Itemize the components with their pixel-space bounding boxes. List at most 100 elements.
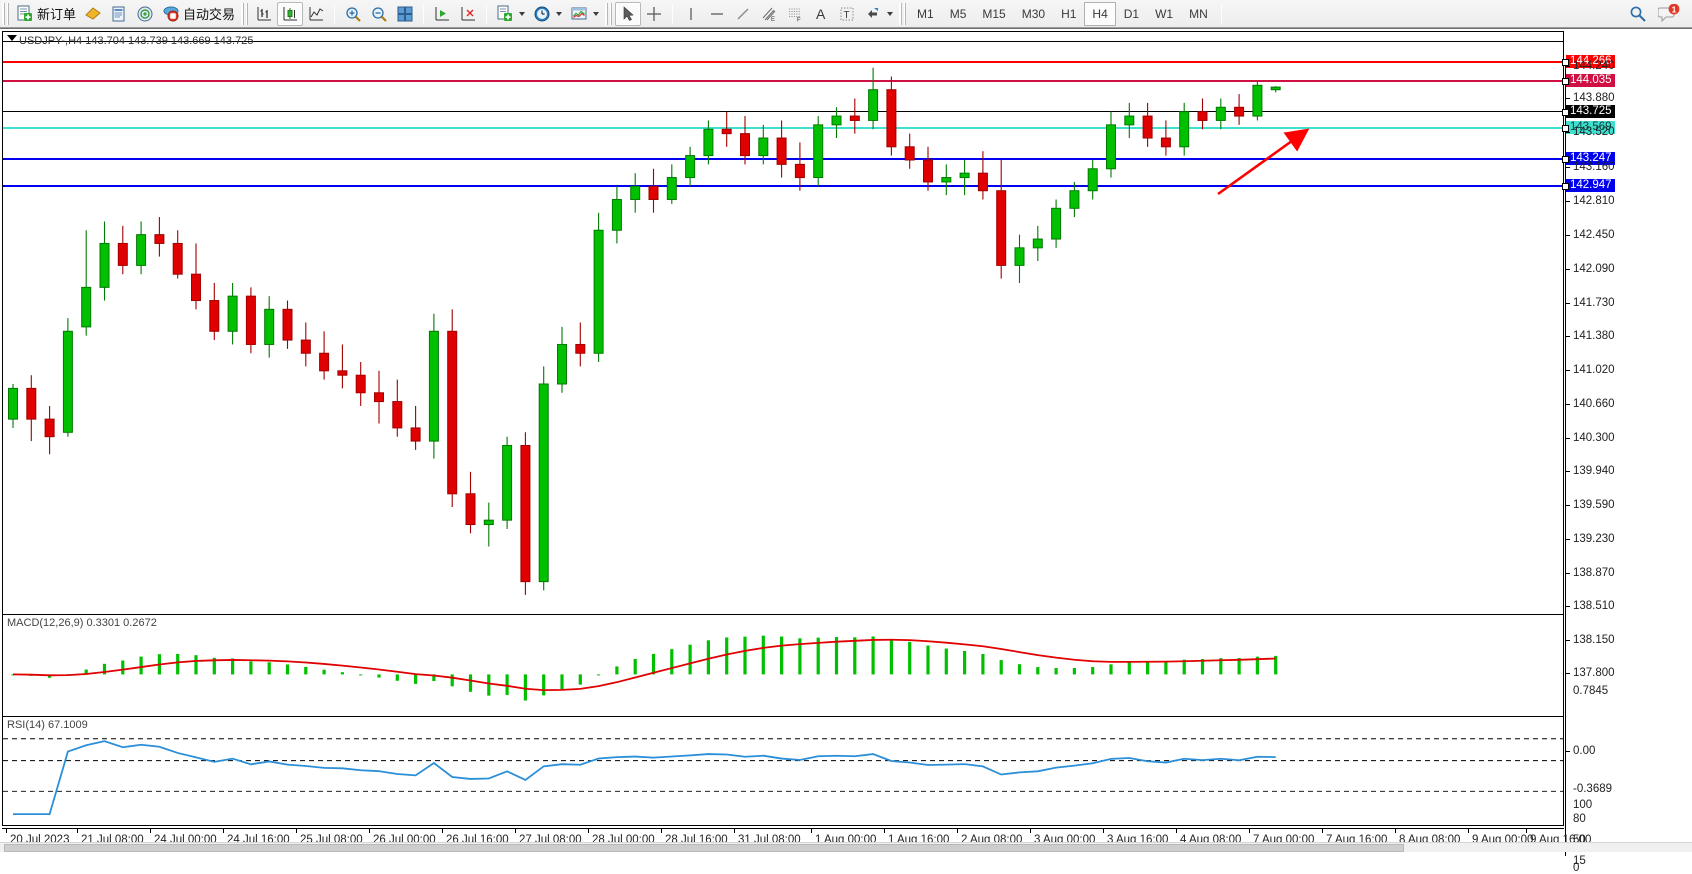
auto-scroll-button[interactable] <box>455 2 481 26</box>
timeframe-w1[interactable]: W1 <box>1147 2 1181 26</box>
timeframe-h4[interactable]: H4 <box>1084 2 1115 26</box>
level-line-144035[interactable] <box>3 80 1563 82</box>
indicators-button[interactable] <box>492 2 529 26</box>
data-window-button[interactable] <box>106 2 132 26</box>
candle-body <box>795 164 804 177</box>
candle-body <box>759 138 768 156</box>
timeframe-m5[interactable]: M5 <box>942 2 975 26</box>
time-tick <box>1395 829 1396 833</box>
price-tag-142947[interactable]: 142.947 <box>1566 179 1615 192</box>
candle-body <box>210 301 219 332</box>
candle-body <box>1271 87 1280 90</box>
shift-end-button[interactable] <box>429 2 455 26</box>
period-chevron-down-icon[interactable] <box>556 12 562 16</box>
toolbar-grip-2[interactable] <box>241 3 248 25</box>
period-button[interactable] <box>529 2 566 26</box>
timeframe-m1[interactable]: M1 <box>909 2 942 26</box>
zoom-out-button[interactable] <box>366 2 392 26</box>
level-line-144266[interactable] <box>3 61 1563 63</box>
level-line-142947[interactable] <box>3 185 1563 187</box>
price-pane[interactable]: USDJPY-,H4 143.704 143.739 143.669 143.7… <box>3 32 1563 613</box>
price-tick-142090: 142.090 <box>1566 263 1615 275</box>
price-tag-143725[interactable]: 143.725 <box>1566 105 1615 118</box>
fibonacci-button[interactable]: F <box>782 2 808 26</box>
candle-body <box>82 287 91 327</box>
templates-button[interactable] <box>566 2 603 26</box>
timeframe-h1[interactable]: H1 <box>1053 2 1084 26</box>
tile-windows-button[interactable] <box>392 2 418 26</box>
speech-bubble-icon: 1 <box>1658 4 1680 24</box>
indicators-chevron-down-icon[interactable] <box>519 12 525 16</box>
level-line-143247[interactable] <box>3 158 1563 160</box>
timeframe-d1[interactable]: D1 <box>1116 2 1147 26</box>
search-button[interactable] <box>1624 2 1652 26</box>
text-button[interactable]: A <box>808 2 834 26</box>
macd-histogram-bar <box>615 666 618 674</box>
chart-plot-area[interactable]: USDJPY-,H4 143.704 143.739 143.669 143.7… <box>2 31 1564 826</box>
macd-histogram-bar <box>890 639 893 675</box>
crosshair-button[interactable] <box>641 2 667 26</box>
level-line-143725[interactable] <box>3 111 1563 112</box>
time-tick <box>296 829 297 833</box>
arrows-chevron-down-icon[interactable] <box>887 12 893 16</box>
arrows-icon <box>864 5 882 23</box>
horizontal-line-button[interactable] <box>704 2 730 26</box>
macd-histogram-bar <box>432 674 435 681</box>
candle-body <box>375 393 384 402</box>
metaeditor-button[interactable] <box>80 2 106 26</box>
toolbar-separator-1 <box>334 4 335 24</box>
chart-collapse-arrow-icon[interactable] <box>7 35 17 41</box>
bar-chart-button[interactable] <box>251 2 277 26</box>
timeframe-mn[interactable]: MN <box>1181 2 1216 26</box>
price-tick-141730: 141.730 <box>1566 297 1615 309</box>
time-tick <box>6 829 7 833</box>
timeframe-group: M1 M5 M15 M30 H1 H4 D1 W1 MN <box>909 2 1216 26</box>
horizontal-scrollbar[interactable] <box>0 842 1692 852</box>
timeframe-m15[interactable]: M15 <box>974 2 1013 26</box>
navigator-button[interactable] <box>132 2 158 26</box>
candlestick-chart-button[interactable] <box>277 2 303 26</box>
cursor-button[interactable] <box>615 2 641 26</box>
candle-body <box>594 230 603 353</box>
toolbar-grip-4[interactable] <box>899 3 906 25</box>
macd-histogram-bar <box>762 636 765 675</box>
macd-tick-07845: 0.7845 <box>1566 685 1608 697</box>
toolbar-grip-3[interactable] <box>605 3 612 25</box>
equidistant-channel-button[interactable]: E <box>756 2 782 26</box>
trendline-button[interactable] <box>730 2 756 26</box>
macd-histogram-bar <box>506 674 509 695</box>
toolbar-grip-1[interactable] <box>2 3 9 25</box>
macd-pane[interactable]: MACD(12,26,9) 0.3301 0.2672 <box>3 614 1563 715</box>
price-tick-138150: 138.150 <box>1566 634 1615 646</box>
search-icon <box>1628 4 1648 24</box>
rsi-pane[interactable]: RSI(14) 67.1009 <box>3 716 1563 825</box>
arrows-button[interactable] <box>860 2 897 26</box>
price-tag-144035[interactable]: 144.035 <box>1566 74 1615 87</box>
line-chart-button[interactable] <box>303 2 329 26</box>
macd-histogram-bar <box>487 674 490 695</box>
macd-histogram-bar <box>524 674 527 700</box>
time-tick <box>1103 829 1104 833</box>
alerts-button[interactable]: 1 <box>1654 2 1684 26</box>
vertical-line-button[interactable] <box>678 2 704 26</box>
timeframe-m30[interactable]: M30 <box>1014 2 1053 26</box>
macd-histogram-bar <box>817 638 820 675</box>
text-label-button[interactable]: T <box>834 2 860 26</box>
macd-histogram-bar <box>231 658 234 674</box>
macd-histogram-bar <box>341 672 344 674</box>
candle-body <box>27 388 36 419</box>
candle-body <box>503 445 512 520</box>
strategy-tester-button[interactable]: 自动交易 <box>158 2 239 26</box>
templates-chevron-down-icon[interactable] <box>593 12 599 16</box>
macd-histogram-bar <box>304 667 307 675</box>
zoom-in-button[interactable] <box>340 2 366 26</box>
macd-histogram-bar <box>396 674 399 680</box>
time-tick <box>1468 829 1469 833</box>
time-tick <box>734 829 735 833</box>
level-line-143569[interactable] <box>3 127 1563 129</box>
scrollbar-thumb[interactable] <box>4 844 1404 852</box>
new-order-button[interactable]: 新订单 <box>12 2 80 26</box>
macd-signal-line <box>13 640 1276 690</box>
macd-histogram-bar <box>689 645 692 675</box>
